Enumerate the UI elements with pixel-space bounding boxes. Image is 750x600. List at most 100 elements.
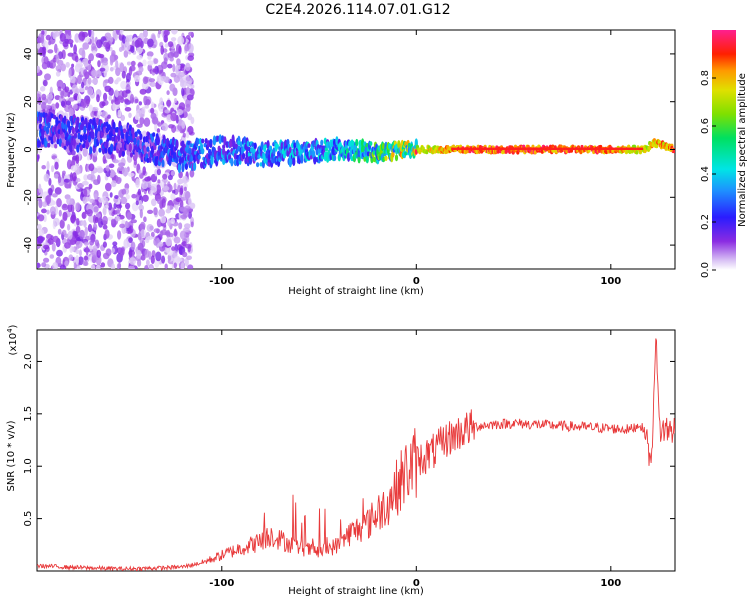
spectrogram-cell [92, 223, 98, 231]
spectrogram-cell [122, 128, 127, 134]
spectrogram-cell [91, 79, 98, 84]
spectrogram-cell [78, 47, 85, 56]
spectrogram-cell [79, 249, 82, 257]
spectrogram-cell [611, 147, 613, 150]
spectrogram-cell [88, 59, 91, 65]
spectrogram-cell [156, 128, 161, 134]
spectrogram-cell [114, 195, 119, 199]
spectrogram-cell [511, 147, 513, 150]
spectrogram-cell [173, 230, 178, 237]
spectrogram-cell [495, 147, 497, 150]
spectrogram-cell [577, 147, 579, 150]
spectrogram-cell [187, 140, 191, 146]
spectrogram-cell [168, 143, 172, 149]
spectrogram-cell [119, 30, 124, 36]
spectrogram-cell [264, 144, 268, 149]
spectrogram-cell [181, 87, 185, 97]
spectrogram-cell [50, 142, 55, 148]
spectrogram-cell [72, 155, 78, 161]
spectrogram-cell [513, 147, 515, 150]
spectrogram-cell [62, 211, 68, 221]
spectrogram-cell [585, 147, 587, 150]
spectrogram-cell [94, 129, 99, 137]
spectrogram-cell [512, 147, 514, 150]
snr-multiplier-base: (x10 [8, 333, 19, 356]
spectrogram-cell [83, 125, 87, 134]
spectrogram-cell [171, 246, 176, 251]
spectrogram-cell [524, 147, 526, 150]
spectrogram-cell [144, 176, 152, 182]
spectrogram-cell [124, 221, 130, 229]
spectrogram-cell [160, 229, 168, 236]
spectrogram-cell [166, 99, 172, 107]
spectrogram-cell [136, 54, 143, 60]
spectrogram-cell [71, 84, 78, 93]
x-tick-label: 0 [413, 276, 420, 287]
spectrogram-cell [118, 162, 126, 167]
spectrogram-cell [541, 147, 543, 150]
spectrogram-cell [44, 73, 51, 81]
spectrogram-cell [37, 140, 41, 148]
spectrogram-cell [565, 147, 567, 150]
spectrogram-cell [84, 117, 88, 125]
spectrogram-cell [561, 147, 563, 150]
spectrogram-cell [135, 178, 141, 188]
spectrogram-cell [493, 147, 495, 150]
spectrogram-cell [559, 147, 561, 150]
spectrogram-cell [533, 150, 537, 155]
spectrogram-cell [184, 223, 191, 230]
spectrogram-cell [569, 147, 571, 150]
spectrogram-cell [488, 147, 490, 150]
spectrogram-cell [74, 55, 79, 63]
spectrogram-cell [190, 84, 195, 89]
spectrogram-cell [489, 147, 491, 150]
spectrogram-cell [355, 138, 359, 147]
spectrogram-cell [150, 255, 155, 264]
spectrogram-cell [196, 138, 200, 145]
spectrogram-cell [146, 146, 150, 152]
spectrogram-cell [63, 145, 67, 150]
spectrogram-cell [467, 147, 469, 150]
spectrogram-cell [45, 194, 52, 205]
spectrogram-cell [111, 247, 115, 254]
spectrogram-cell [160, 45, 164, 55]
spectrogram-cell [121, 150, 125, 157]
spectrogram-cell [464, 147, 467, 150]
spectrogram-cell [527, 147, 529, 150]
spectrogram-cell [140, 229, 145, 238]
spectrogram-cell [614, 147, 616, 150]
spectrogram-cell [587, 147, 589, 150]
spectrogram-cell [157, 122, 162, 127]
spectrogram-cell [147, 209, 154, 214]
spectrogram-cell [198, 138, 202, 145]
spectrogram-cell [641, 147, 643, 150]
spectrogram-cell [81, 81, 85, 89]
spectrogram-cell [73, 133, 78, 138]
spectrogram-cell [188, 31, 194, 36]
spectrogram-cell [77, 256, 84, 266]
spectrogram-cell [83, 69, 88, 76]
spectrogram-cell [175, 197, 182, 203]
colorbar: 0.0 0.2 0.4 0.6 0.8 Normalized spectral ampl… [700, 30, 748, 278]
spectrogram-cell [404, 151, 408, 156]
spectrogram-cell [232, 140, 236, 148]
spectrogram-cell [88, 53, 94, 62]
spectrogram-cell [182, 132, 186, 138]
spectrogram-cell [593, 147, 595, 150]
spectrogram-cell [112, 121, 116, 129]
spectrogram-cell [122, 124, 127, 131]
spectrogram-cell [55, 54, 60, 64]
spectrogram-cell [42, 46, 46, 51]
spectrogram-cell [177, 163, 181, 174]
spectrogram-cell [187, 55, 194, 61]
spectrogram-cell [508, 147, 510, 150]
spectrogram-cell [542, 147, 544, 150]
spectrogram-cell [163, 34, 168, 43]
spectrogram-cell [458, 147, 460, 150]
figure-title: C2E4.2026.114.07.01.G12 [265, 2, 450, 18]
spectrogram-cell [621, 147, 623, 150]
spectrogram-cell [459, 147, 461, 150]
spectrogram-cell [99, 67, 106, 72]
spectrogram-cell [60, 82, 66, 90]
spectrogram-cell [136, 123, 143, 128]
